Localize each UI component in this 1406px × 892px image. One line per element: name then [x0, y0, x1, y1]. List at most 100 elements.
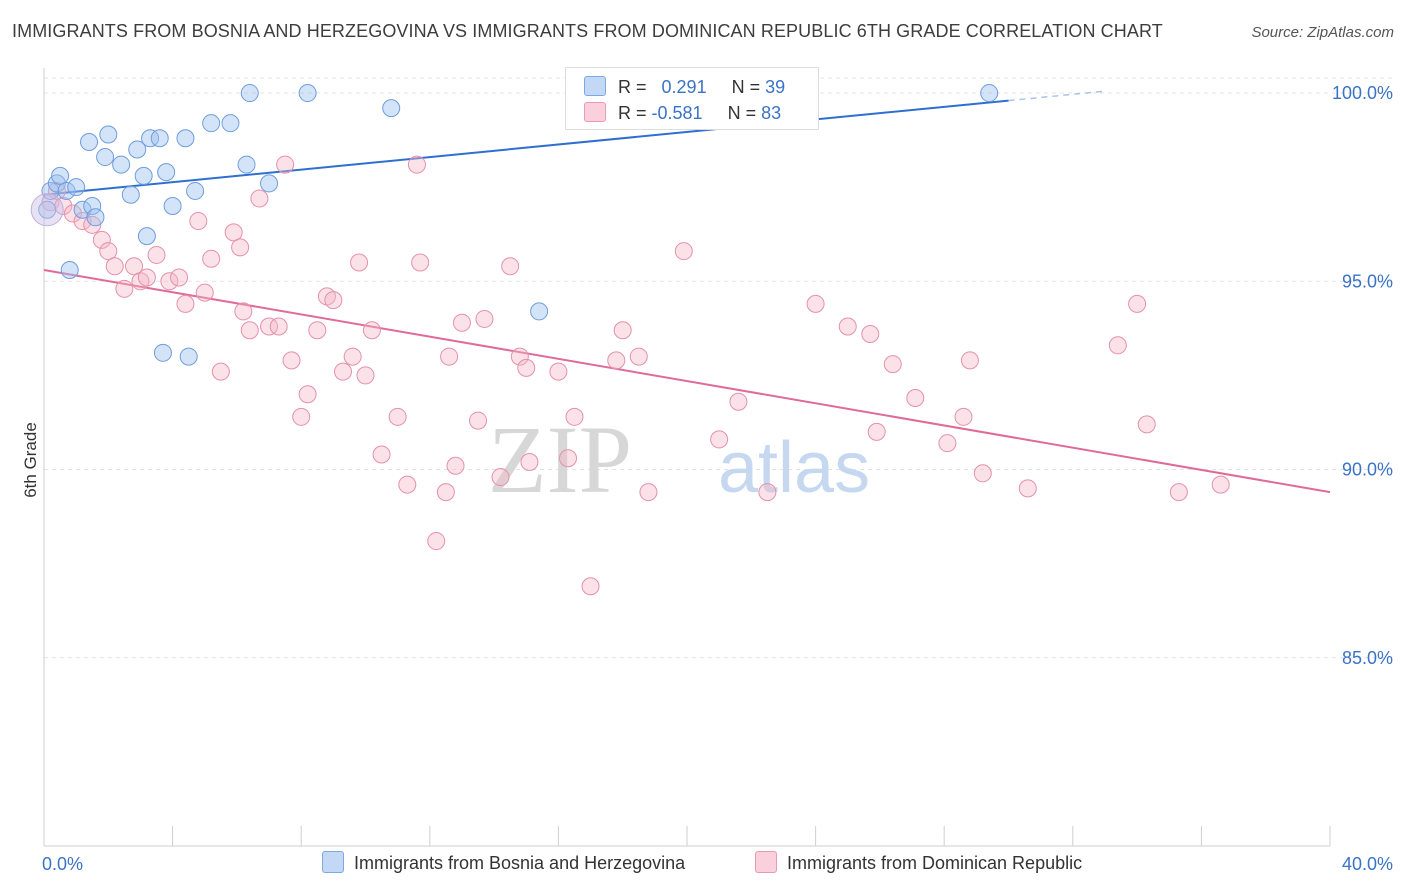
- point-dominican-80: [1108, 336, 1127, 355]
- point-dominican-15: [170, 268, 189, 287]
- point-bosnia-10: [86, 208, 105, 227]
- point-dominican-24: [240, 321, 259, 340]
- point-dominican-32: [308, 321, 327, 340]
- point-dominican-51: [475, 309, 494, 328]
- point-dominican-19: [202, 249, 221, 268]
- data-points: [30, 84, 1230, 596]
- point-dominican-70: [838, 317, 857, 336]
- point-dominican-30: [292, 407, 311, 426]
- point-dominican-25: [250, 189, 269, 208]
- point-dominican-57: [549, 362, 568, 381]
- point-dominican-8: [105, 257, 124, 276]
- point-dominican-14: [160, 272, 179, 291]
- stats-legend-row-dominican: R = -0.581 N = 83: [584, 102, 781, 124]
- point-dominican-58: [559, 449, 578, 468]
- point-dominican-10: [125, 257, 144, 276]
- point-dominican-31: [298, 385, 317, 404]
- y-tick-label-3: 100.0%: [1332, 83, 1393, 103]
- trend-lines: [43, 90, 1331, 494]
- x-tick-label-1: 40.0%: [1342, 854, 1393, 874]
- point-dominican-45: [427, 532, 446, 551]
- point-dominican-75: [938, 434, 957, 453]
- trend-line-bosnia: [43, 99, 1009, 196]
- point-bosnia-24: [186, 181, 205, 200]
- legend-item-dominican: Immigrants from Dominican Republic: [755, 851, 1082, 875]
- point-dominican-23: [234, 302, 253, 321]
- r-label: R =: [618, 103, 647, 123]
- point-bosnia-31: [298, 84, 317, 103]
- point-dominican-21: [224, 223, 243, 242]
- point-dominican-72: [867, 422, 886, 441]
- point-bosnia-22: [163, 197, 182, 215]
- point-dominican-60: [581, 577, 600, 596]
- point-dominican-63: [629, 347, 648, 366]
- point-cluster-origin: [30, 193, 64, 227]
- point-dominican-49: [452, 313, 471, 332]
- point-dominican-26: [260, 317, 279, 336]
- y-tick-label-0: 85.0%: [1342, 648, 1393, 668]
- point-dominican-50: [469, 411, 488, 430]
- stats-legend-row-bosnia: R = 0.291 N = 39: [584, 76, 785, 98]
- bosnia-swatch: [584, 76, 606, 96]
- point-dominican-7: [99, 242, 118, 261]
- point-bosnia-25: [179, 347, 198, 366]
- dominican-r-value: -0.581: [651, 103, 703, 123]
- point-dominican-73: [883, 355, 902, 374]
- point-dominican-67: [729, 392, 748, 411]
- point-dominican-46: [436, 483, 455, 502]
- bosnia-n-value: 39: [765, 77, 786, 97]
- y-tick-label-1: 90.0%: [1342, 460, 1393, 480]
- legend-bosnia-swatch: [322, 851, 344, 873]
- point-dominican-37: [350, 253, 369, 272]
- trend-line-dominican: [43, 269, 1331, 494]
- point-bosnia-18: [141, 129, 160, 148]
- point-dominican-55: [517, 358, 536, 377]
- point-dominican-29: [282, 351, 301, 370]
- point-dominican-1: [47, 181, 66, 200]
- point-dominican-56: [520, 453, 539, 471]
- point-bosnia-32: [382, 99, 401, 118]
- point-dominican-13: [147, 245, 166, 264]
- point-dominican-65: [674, 242, 693, 261]
- x-tick-label-0: 0.0%: [42, 854, 83, 874]
- point-dominican-76: [954, 407, 973, 426]
- point-dominican-44: [411, 253, 430, 272]
- point-dominican-34: [324, 291, 343, 310]
- watermark-atlas: atlas: [718, 428, 870, 508]
- axes: [43, 68, 1331, 847]
- point-dominican-53: [501, 257, 520, 276]
- point-bosnia-27: [221, 114, 240, 133]
- point-bosnia-29: [240, 84, 259, 103]
- point-dominican-28: [276, 155, 295, 174]
- point-bosnia-16: [134, 166, 153, 185]
- point-bosnia-0: [38, 200, 57, 219]
- point-dominican-39: [362, 321, 381, 340]
- point-dominican-48: [446, 456, 465, 475]
- point-bosnia-11: [96, 148, 115, 167]
- tick-labels: 85.0% 90.0% 95.0% 100.0% 0.0% 40.0%: [42, 83, 1393, 874]
- point-bosnia-6: [67, 178, 86, 197]
- point-dominican-52: [491, 468, 510, 487]
- point-dominican-71: [861, 325, 880, 343]
- legend-bosnia-label: Immigrants from Bosnia and Herzegovina: [354, 853, 686, 873]
- point-dominican-84: [1211, 475, 1230, 494]
- point-bosnia-12: [99, 125, 118, 144]
- watermark: ZIP atlas: [488, 406, 870, 513]
- point-dominican-61: [607, 351, 626, 370]
- chart-title: IMMIGRANTS FROM BOSNIA AND HERZEGOVINA V…: [12, 21, 1163, 41]
- point-dominican-54: [510, 347, 529, 366]
- point-dominican-43: [407, 155, 426, 174]
- point-dominican-77: [960, 351, 979, 370]
- point-bosnia-28: [237, 155, 256, 174]
- point-bosnia-20: [153, 343, 172, 362]
- n-label: N =: [731, 77, 761, 97]
- point-dominican-79: [1018, 479, 1037, 498]
- point-bosnia-8: [80, 133, 99, 151]
- point-dominican-59: [565, 407, 584, 426]
- trend-line-bosnia-extension: [1008, 90, 1106, 102]
- point-dominican-47: [440, 347, 459, 366]
- point-bosnia-21: [157, 163, 176, 182]
- point-dominican-18: [195, 283, 214, 302]
- point-bosnia-33: [530, 302, 549, 321]
